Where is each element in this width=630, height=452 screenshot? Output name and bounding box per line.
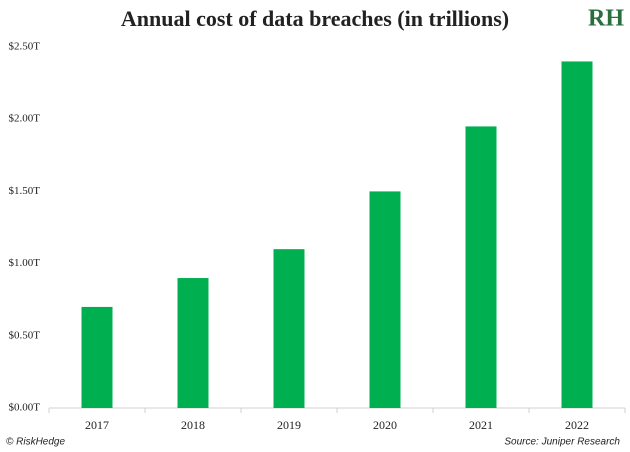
y-tick-label: $2.50T [9,41,41,53]
bar [81,306,113,408]
bar [465,126,497,409]
bar [177,278,209,408]
x-tick-label: 2021 [469,418,493,432]
x-tick-label: 2019 [277,418,301,432]
x-tick-label: 2022 [565,418,589,432]
x-tick-label: 2020 [373,418,397,432]
footer-right: Source: Juniper Research [504,437,620,448]
footer-left: © RiskHedge [6,437,65,448]
y-tick-label: $2.00T [9,113,41,125]
bar [273,249,305,408]
y-tick-label: $0.00T [9,402,41,414]
y-tick-label: $0.50T [9,329,41,341]
chart-title: Annual cost of data breaches (in trillio… [121,6,509,31]
logo: RH [588,6,624,32]
x-tick-label: 2018 [181,418,205,432]
bar [561,61,593,408]
y-tick-label: $1.50T [9,185,41,197]
y-tick-label: $1.00T [9,257,41,269]
x-tick-label: 2017 [85,418,109,432]
bar [369,191,401,408]
